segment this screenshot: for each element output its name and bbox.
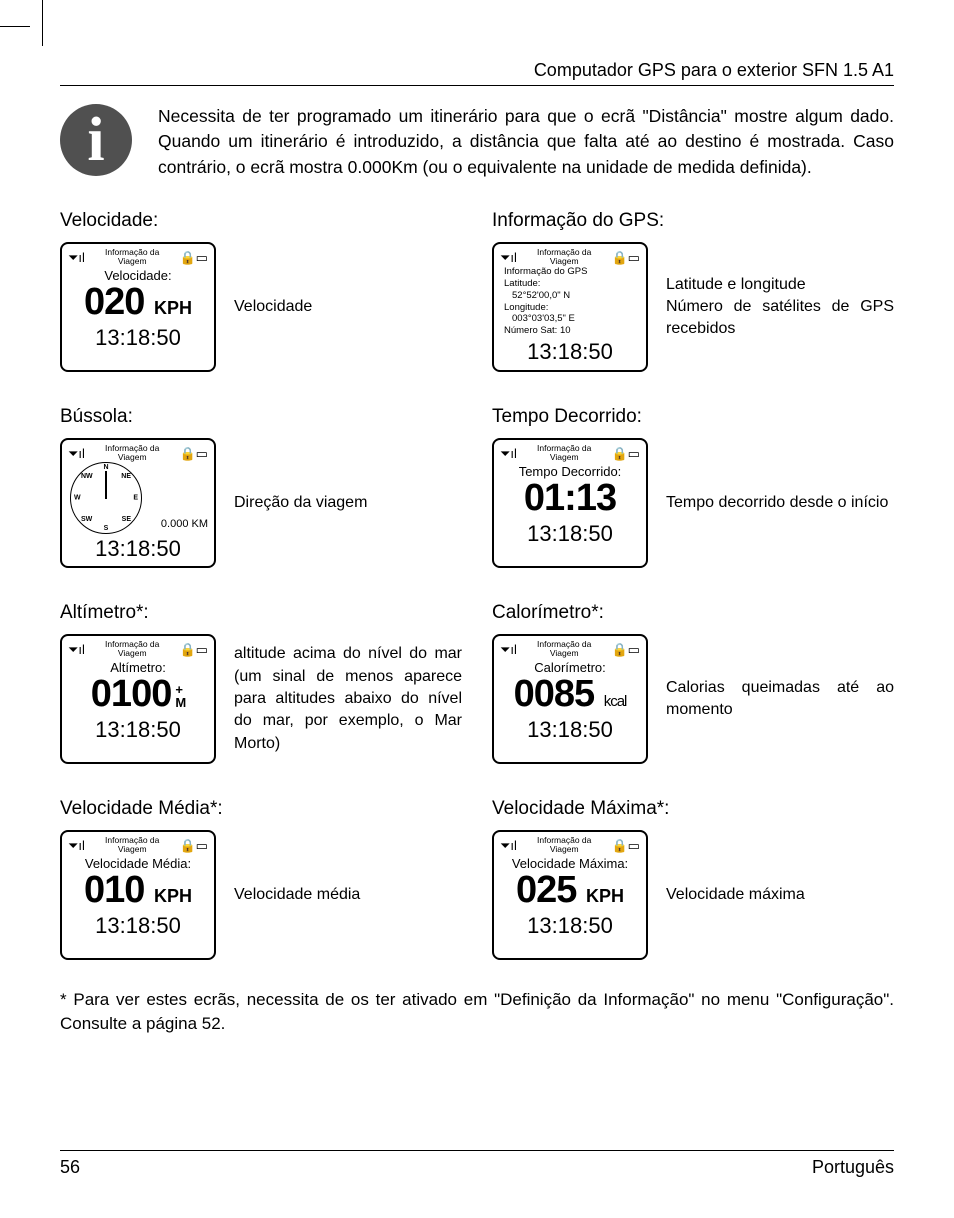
section-altimetro: Altímetro*: ⏷ıl Informação daViagem 🔒▭ A… xyxy=(60,602,462,764)
section-bussola: Bússola: ⏷ıl Informação daViagem 🔒▭ NS E… xyxy=(60,406,462,568)
big-value: 010 KPH xyxy=(84,871,192,911)
device-screen: ⏷ıl Informação daViagem 🔒▭ Tempo Decorri… xyxy=(492,438,648,568)
description: Velocidade média xyxy=(234,884,462,906)
lock-icon: 🔒▭ xyxy=(612,839,640,852)
signal-icon: ⏷ıl xyxy=(68,643,85,656)
section-velocidade: Velocidade: ⏷ıl Informação daViagem 🔒▭ V… xyxy=(60,210,462,372)
clock: 13:18:50 xyxy=(527,913,613,939)
screen-top-label: Informação daViagem xyxy=(105,640,159,658)
signal-icon: ⏷ıl xyxy=(500,251,517,264)
lock-icon: 🔒▭ xyxy=(612,447,640,460)
page-number: 56 xyxy=(60,1157,80,1178)
section-title: Altímetro*: xyxy=(60,602,462,624)
device-screen: ⏷ıl Informação daViagem 🔒▭ Velocidade: 0… xyxy=(60,242,216,372)
screen-top-label: Informação daViagem xyxy=(537,444,591,462)
screen-top-label: Informação daViagem xyxy=(105,248,159,266)
signal-icon: ⏷ıl xyxy=(68,839,85,852)
section-tempo: Tempo Decorrido: ⏷ıl Informação daViagem… xyxy=(492,406,894,568)
lock-icon: 🔒▭ xyxy=(180,447,208,460)
device-screen: ⏷ıl Informação daViagem 🔒▭ Velocidade Má… xyxy=(492,830,648,960)
lock-icon: 🔒▭ xyxy=(180,251,208,264)
device-screen: ⏷ıl Informação daViagem 🔒▭ Calorímetro: … xyxy=(492,634,648,764)
footnote: * Para ver estes ecrãs, necessita de os … xyxy=(60,988,894,1036)
lock-icon: 🔒▭ xyxy=(612,643,640,656)
page-header: Computador GPS para o exterior SFN 1.5 A… xyxy=(60,60,894,86)
device-screen: ⏷ıl Informação daViagem 🔒▭ Altímetro: 01… xyxy=(60,634,216,764)
section-gps: Informação do GPS: ⏷ıl Informação daViag… xyxy=(492,210,894,372)
clock: 13:18:50 xyxy=(527,521,613,547)
clock: 13:18:50 xyxy=(527,339,613,365)
description: Latitude e longitude Número de satélites… xyxy=(666,274,894,341)
compass-distance: 0.000 KM xyxy=(161,518,208,530)
section-velmedia: Velocidade Média*: ⏷ıl Informação daViag… xyxy=(60,798,462,960)
signal-icon: ⏷ıl xyxy=(500,643,517,656)
info-icon: i xyxy=(60,104,132,176)
big-value: 020 KPH xyxy=(84,283,192,323)
screen-top-label: Informação daViagem xyxy=(537,836,591,854)
section-title: Velocidade Média*: xyxy=(60,798,462,820)
lock-icon: 🔒▭ xyxy=(180,839,208,852)
section-title: Velocidade: xyxy=(60,210,462,232)
screen-top-label: Informação daViagem xyxy=(105,444,159,462)
section-calorimetro: Calorímetro*: ⏷ıl Informação daViagem 🔒▭… xyxy=(492,602,894,764)
section-title: Calorímetro*: xyxy=(492,602,894,624)
device-screen: ⏷ıl Informação daViagem 🔒▭ Velocidade Mé… xyxy=(60,830,216,960)
clock: 13:18:50 xyxy=(95,717,181,743)
description: Velocidade xyxy=(234,296,462,318)
gps-body: Informação do GPS Latitude: 52°52'00,0" … xyxy=(500,266,640,337)
signal-icon: ⏷ıl xyxy=(68,447,85,460)
big-value: 025 KPH xyxy=(516,871,624,911)
page-language: Português xyxy=(812,1157,894,1178)
page-footer: 56 Português xyxy=(60,1150,894,1178)
clock: 13:18:50 xyxy=(95,913,181,939)
description: Calorias queimadas até ao momento xyxy=(666,677,894,722)
section-title: Informação do GPS: xyxy=(492,210,894,232)
big-value: 0100+M xyxy=(91,675,185,715)
info-box: i Necessita de ter programado um itinerá… xyxy=(60,104,894,180)
description: Direção da viagem xyxy=(234,492,462,514)
section-title: Bússola: xyxy=(60,406,462,428)
device-screen: ⏷ıl Informação daViagem 🔒▭ NS EW NENW SE… xyxy=(60,438,216,568)
screen-top-label: Informação daViagem xyxy=(537,640,591,658)
lock-icon: 🔒▭ xyxy=(612,251,640,264)
signal-icon: ⏷ıl xyxy=(500,447,517,460)
section-title: Tempo Decorrido: xyxy=(492,406,894,428)
info-text: Necessita de ter programado um itinerári… xyxy=(158,104,894,180)
section-title: Velocidade Máxima*: xyxy=(492,798,894,820)
clock: 13:18:50 xyxy=(95,536,181,562)
description: Tempo decorrido desde o início xyxy=(666,492,894,514)
clock: 13:18:50 xyxy=(527,717,613,743)
section-velmax: Velocidade Máxima*: ⏷ıl Informação daVia… xyxy=(492,798,894,960)
lock-icon: 🔒▭ xyxy=(180,643,208,656)
description: Velocidade máxima xyxy=(666,884,894,906)
screen-top-label: Informação daViagem xyxy=(537,248,591,266)
signal-icon: ⏷ıl xyxy=(68,251,85,264)
description: altitude acima do nível do mar (um sinal… xyxy=(234,643,462,755)
compass-icon: NS EW NENW SESW xyxy=(70,462,142,534)
device-screen: ⏷ıl Informação daViagem 🔒▭ Informação do… xyxy=(492,242,648,372)
big-value: 0085 kcal xyxy=(514,675,627,715)
signal-icon: ⏷ıl xyxy=(500,839,517,852)
big-value: 01:13 xyxy=(524,479,616,519)
clock: 13:18:50 xyxy=(95,325,181,351)
screen-top-label: Informação daViagem xyxy=(105,836,159,854)
